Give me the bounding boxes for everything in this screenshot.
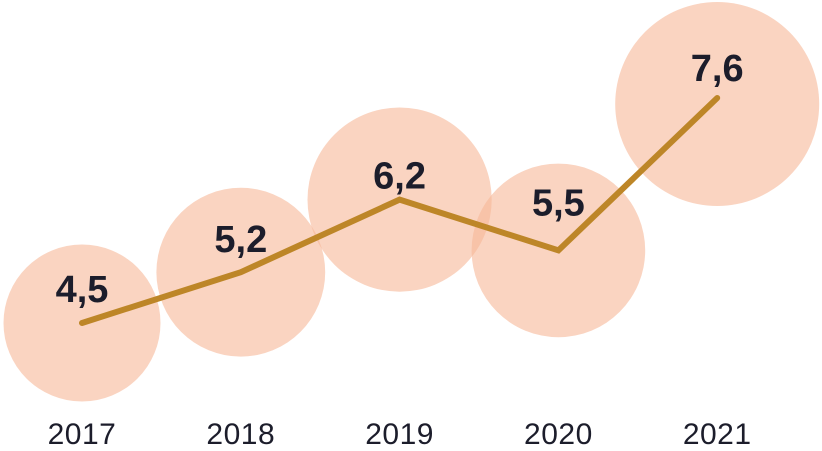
value-label-2018: 5,2 <box>214 219 267 261</box>
value-label-layer: 4,5 5,2 6,2 5,5 7,6 <box>56 48 744 311</box>
value-label-2017: 4,5 <box>56 269 109 311</box>
x-axis-label-2017: 2017 <box>48 418 117 451</box>
x-axis-label-layer: 2017 2018 2019 2020 2021 <box>48 418 752 451</box>
x-axis-label-2018: 2018 <box>206 418 275 451</box>
trend-line <box>79 95 721 326</box>
x-axis-label-2021: 2021 <box>683 418 752 451</box>
value-label-2021: 7,6 <box>691 48 744 90</box>
value-label-2020: 5,5 <box>532 182 585 224</box>
x-axis-label-2019: 2019 <box>365 418 434 451</box>
bubble-2021 <box>615 2 820 206</box>
x-axis-label-2020: 2020 <box>524 418 593 451</box>
value-label-2019: 6,2 <box>373 156 426 198</box>
